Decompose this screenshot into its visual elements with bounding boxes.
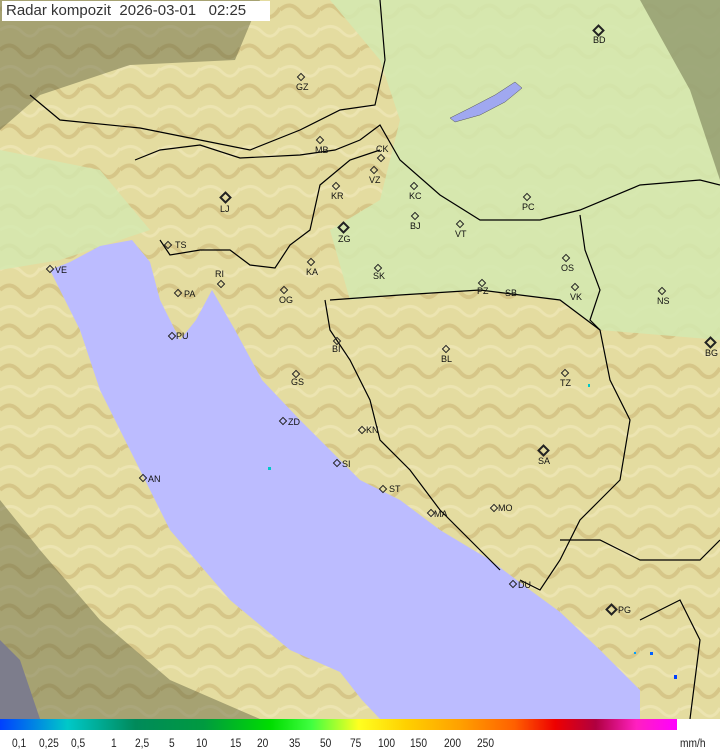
city-label: SK [373, 271, 386, 281]
city-label: MA [434, 509, 448, 519]
city-label: GZ [296, 82, 309, 92]
country-borders [29, 0, 720, 719]
scale-tick-label: 15 [230, 736, 242, 750]
color-scale-labels: 0,1 0,25 0,5 1 2,5 5 10 15 20 35 50 75 100 150 200 250 m… [0, 736, 720, 751]
city-label: DU [518, 580, 531, 590]
scale-tick-label: 200 [444, 736, 462, 750]
scale-tick-label: 150 [410, 736, 428, 750]
city-label: LJ [220, 204, 230, 214]
scale-tick-label: 2,5 [135, 736, 150, 750]
city-label: VK [570, 292, 583, 302]
city-label: SI [342, 459, 351, 469]
city-label: OG [279, 295, 294, 305]
city-label: KC [409, 191, 422, 201]
city-label: ZD [288, 417, 300, 427]
scale-tick-label: 35 [289, 736, 301, 750]
city-label: KA [306, 267, 319, 277]
radar-echoes [268, 384, 677, 679]
city-label: NS [657, 296, 670, 306]
outside-radar-coverage [0, 0, 720, 719]
city-label: BL [441, 354, 453, 364]
scale-tick-label: 250 [477, 736, 495, 750]
lake-balaton [449, 81, 523, 123]
city-label: SB [505, 288, 518, 298]
city-label: PZ [477, 286, 489, 296]
city-label: BD [593, 35, 606, 45]
city-label: PC [522, 202, 535, 212]
city-label: ST [389, 484, 401, 494]
city-label: BI [332, 344, 341, 354]
city-label: PG [618, 605, 632, 615]
city-label: GS [291, 377, 305, 387]
city-label: TZ [560, 378, 571, 388]
city-label: PA [184, 289, 196, 299]
city-label: AN [148, 474, 161, 484]
city-label: VE [55, 265, 68, 275]
city-label: VZ [369, 175, 381, 185]
city-label: PU [176, 331, 189, 341]
city-label: CK [376, 144, 389, 154]
city-label: MO [498, 503, 513, 513]
scale-tick-label: 50 [320, 736, 332, 750]
scale-tick-label: 100 [378, 736, 396, 750]
precipitation-color-scale [0, 719, 677, 730]
scale-tick-label: 1 [111, 736, 117, 750]
po-plain [0, 150, 150, 270]
city-label: OS [561, 263, 575, 273]
scale-tick-label: 20 [257, 736, 269, 750]
city-label: SA [538, 456, 551, 466]
tyrrhenian-sea [0, 640, 40, 719]
city-label: KN [366, 425, 379, 435]
city-label: RI [215, 269, 224, 279]
scale-tick-label: 0,5 [71, 736, 86, 750]
city-label: VT [455, 229, 467, 239]
city-label: ZG [338, 234, 351, 244]
scale-tick-label: 75 [350, 736, 362, 750]
map-title: Radar kompozit 2026-03-01 02:25 [2, 1, 270, 21]
city-label: BJ [410, 221, 421, 231]
pannonian-plain [330, 0, 720, 340]
scale-tick-label: 0,1 [12, 736, 27, 750]
city-label: TS [175, 240, 187, 250]
city-label: MB [315, 145, 329, 155]
adriatic-sea [50, 240, 640, 719]
city-label: BG [705, 348, 719, 358]
scale-tick-label: 10 [196, 736, 208, 750]
scale-tick-label: 0,25 [39, 736, 59, 750]
scale-unit: mm/h [680, 736, 706, 750]
city-label: KR [331, 191, 344, 201]
radar-map [0, 0, 720, 719]
scale-tick-label: 5 [169, 736, 175, 750]
